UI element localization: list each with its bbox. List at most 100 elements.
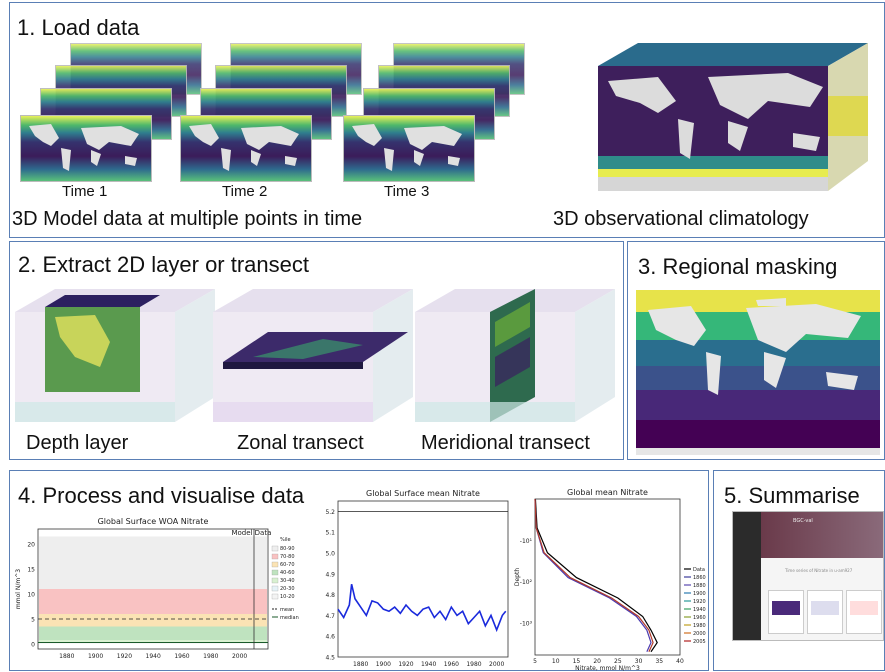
model-map-front	[180, 115, 312, 182]
chart-c-legend-label: 2005	[693, 639, 706, 645]
chart-a-ytick: 15	[27, 567, 35, 574]
chart-a-ytick: 5	[31, 617, 35, 624]
chart-a-ytick: 20	[27, 542, 35, 549]
label-meridional-transect: Meridional transect	[421, 432, 590, 454]
chart-c-ytick: -10¹	[520, 538, 533, 545]
chart-a-legend-line-label: mean	[280, 607, 294, 613]
chart-b-title: Global Surface mean Nitrate	[366, 489, 480, 498]
panel-title: 1. Load data	[17, 15, 140, 40]
chart-c-legend-label: 1920	[693, 599, 706, 605]
chart-a-legend-label: 40-60	[280, 570, 295, 576]
chart-b-xtick: 1960	[444, 661, 459, 668]
chart-b-ytick: 5.1	[325, 530, 335, 537]
time-label-1: Time 1	[62, 183, 108, 200]
chart-b-xtick: 1940	[421, 661, 436, 668]
chart-c-ylabel: Depth	[514, 568, 521, 586]
model-time1-stack	[20, 43, 220, 183]
chart-b-ytick: 4.9	[325, 571, 335, 578]
thumb-page-title: BGC-val	[793, 518, 813, 524]
chart-a-ytick: 10	[27, 592, 35, 599]
panel-title: 5. Summarise	[724, 483, 860, 508]
summary-webpage-thumbnail: BGC-val Time series of Nitrate in u-am92…	[732, 511, 884, 641]
chart-a-xtick: 1880	[59, 653, 74, 660]
zonal-transect-cube	[213, 287, 413, 427]
chart-a-band-70-80	[39, 589, 267, 614]
chart-a-band-40-60	[39, 626, 267, 640]
chart-a-legend-label: 70-80	[280, 554, 295, 560]
label-zonal-transect: Zonal transect	[237, 432, 364, 454]
chart-b-smooth-line	[337, 584, 507, 633]
caption-observational: 3D observational climatology	[553, 208, 809, 230]
time-label-2: Time 2	[222, 183, 268, 200]
caption-model-data: 3D Model data at multiple points in time	[12, 208, 363, 230]
chart-a-xtick: 1960	[174, 653, 189, 660]
chart-a-band-30-40	[39, 640, 267, 642]
chart-b-xtick: 1980	[466, 661, 481, 668]
chart-c-legend-label: Data	[693, 567, 705, 573]
chart-c-xtick: 40	[676, 658, 684, 665]
chart-a-band-10-20	[39, 643, 267, 644]
chart-a-legend-swatch	[271, 577, 279, 584]
chart-c-xtick: 35	[655, 658, 663, 665]
chart-c-xtick: 20	[593, 658, 601, 665]
chart-c-ytick: -10²	[520, 579, 533, 586]
chart-a-legend-swatch	[271, 593, 279, 600]
chart-b-xtick: 2000	[489, 661, 504, 668]
panel-title: 2. Extract 2D layer or transect	[18, 252, 309, 277]
chart-a-model-tag: Model	[231, 529, 252, 537]
chart-c-ytick: -10³	[520, 620, 533, 627]
meridional-transect-cube	[415, 287, 620, 427]
panel-summarise: 5. Summarise BGC-val Time series of Nitr…	[713, 470, 885, 671]
panel-load-data: 1. Load data Time 1 Time 2 Time 3	[9, 2, 885, 238]
chart-a-legend-label: 10-20	[280, 594, 295, 600]
chart-a-xtick: 1900	[88, 653, 103, 660]
chart-a-band-60-70	[39, 614, 267, 627]
chart-a-data-tag: Data	[255, 529, 272, 537]
thumb-card-3	[846, 590, 882, 634]
chart-a-ytick: 0	[31, 642, 35, 649]
chart-c-xtick: 25	[614, 658, 622, 665]
chart-a-legend-label: 30-40	[280, 578, 295, 584]
panel-extract: 2. Extract 2D layer or transect	[9, 241, 624, 460]
chart-a-title: Global Surface WOA Nitrate	[98, 517, 209, 526]
model-map-front	[343, 115, 475, 182]
thumb-header	[761, 512, 883, 558]
chart-a-band-80-90	[39, 536, 267, 589]
chart-c-legend-label: 1900	[693, 591, 706, 597]
panel-regional-masking: 3. Regional masking	[627, 241, 885, 460]
chart-a-xtick: 1980	[203, 653, 218, 660]
chart-a-legend-label: 20-30	[280, 586, 295, 592]
chart-c-profile-2005	[534, 498, 654, 652]
regional-mask-map	[636, 290, 880, 455]
chart-c-legend-label: 1960	[693, 615, 706, 621]
panel-title: 3. Regional masking	[638, 254, 838, 279]
label-depth-layer: Depth layer	[26, 432, 129, 454]
chart-c-legend-label: 1940	[693, 607, 706, 613]
chart-b-xtick: 1880	[353, 661, 368, 668]
thumb-card-1	[768, 590, 804, 634]
model-time3-stack	[343, 43, 543, 183]
chart-c-title: Global mean Nitrate	[567, 488, 648, 497]
panel-process-visualise: 4. Process and visualise data Global Sur…	[9, 470, 709, 672]
time-label-3: Time 3	[384, 183, 430, 200]
chart-b-ytick: 4.5	[325, 655, 335, 662]
chart-c-legend-label: 1880	[693, 583, 706, 589]
chart-b-frame	[337, 500, 509, 658]
chart-c-legend-label: 1860	[693, 575, 706, 581]
chart-a-legend-label: 60-70	[280, 562, 295, 568]
chart-a-xtick: 1920	[117, 653, 132, 660]
chart-c-xlabel: Nitrate, mmol N/m^3	[575, 665, 640, 672]
chart-c-xtick: 10	[552, 658, 560, 665]
chart-a-legend-swatch	[271, 585, 279, 592]
chart-a-legend-line-label: median	[280, 615, 299, 621]
chart-c-xtick: 30	[635, 658, 643, 665]
model-map-front	[20, 115, 152, 182]
model-time2-stack	[180, 43, 380, 183]
chart-a-xtick: 1940	[146, 653, 161, 660]
chart-b-ytick: 4.7	[325, 613, 335, 620]
depth-layer-cube	[15, 287, 215, 427]
chart-c-frame	[534, 498, 681, 656]
thumb-page-sub: Time series of Nitrate in u-am927	[785, 568, 853, 573]
observational-cube	[588, 41, 878, 201]
